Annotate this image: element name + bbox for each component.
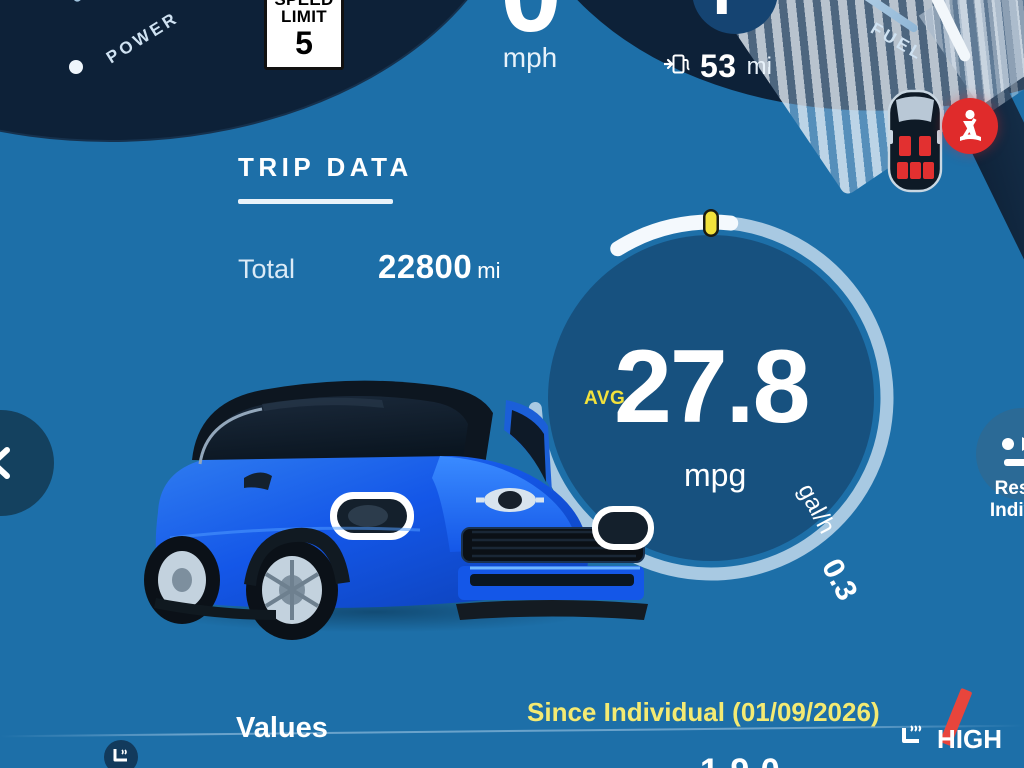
speed-limit-line2: LIMIT (281, 7, 327, 26)
heated-seat-level: HIGH (937, 724, 1002, 754)
consumption-value: 27.8 (614, 329, 810, 445)
seatbelt-warning-icon (942, 98, 998, 154)
fuel-range-value: 53 (700, 48, 737, 84)
trip-total-row: Total 22800 mi (238, 248, 518, 286)
values-label: Values (236, 712, 328, 744)
consumption-gauge-inner-disc (548, 235, 874, 561)
since-individual-label: Since Individual (01/09/2026) (527, 697, 880, 727)
gear-value: P (712, 0, 757, 25)
vehicle-render-image (140, 352, 660, 642)
trip-total-unit: mi (477, 258, 501, 283)
speedometer: 0 mph (470, 0, 590, 74)
heated-seat-status[interactable]: HIGH (897, 722, 1002, 757)
fuel-pump-icon (662, 52, 690, 81)
previous-page-button[interactable] (0, 410, 54, 516)
power-gauge-endpoint-dot (69, 60, 83, 74)
heated-seat-icon (897, 722, 927, 757)
car-top-view-icon (884, 88, 946, 194)
heated-seat-icon-left[interactable] (104, 740, 138, 768)
trip-total-label: Total (238, 254, 296, 284)
reset-individual-label: Res Indiv (964, 478, 1024, 522)
speed-limit-value: 5 (295, 25, 313, 61)
speed-value: 0 (470, 0, 590, 49)
reset-icon (1002, 437, 1024, 466)
reset-label-line1: Res (994, 478, 1024, 499)
trip-data-underline (238, 199, 393, 204)
reset-label-line2: Indiv (989, 500, 1024, 521)
speed-limit-sign: SPEED LIMIT 5 (264, 0, 344, 70)
bottom-cut-value: 1.9.0 (700, 752, 781, 768)
trip-data-section: TRIP DATA Total 22800 mi (238, 152, 500, 285)
consumption-gauge: AVG 27.8 mpg gal/h 0.3 (518, 205, 904, 606)
speed-limit-line1: SPEED (274, 0, 333, 8)
fuel-range-unit: mi (746, 52, 772, 80)
fuel-range-readout: 53 mi (662, 48, 772, 85)
speed-unit: mph (502, 42, 558, 73)
trip-total-value: 22800 (378, 248, 473, 285)
consumption-avg-tag: AVG (584, 388, 626, 409)
chevron-left-icon (0, 447, 10, 479)
trip-data-title: TRIP DATA (238, 152, 413, 182)
consumption-unit: mpg (684, 457, 747, 493)
